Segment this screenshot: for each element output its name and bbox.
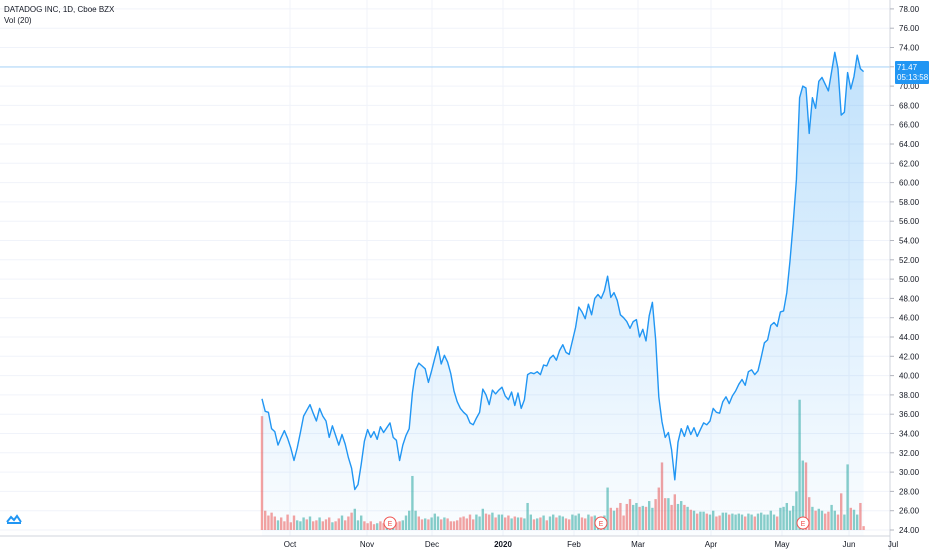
chart-legend: DATADOG INC, 1D, Cboe BZX Vol (20) [4, 4, 114, 26]
earnings-marker-icon[interactable] [796, 516, 810, 530]
y-tick-label: 62.00 [899, 159, 920, 168]
earnings-marker-icon[interactable] [594, 516, 608, 530]
symbol-title[interactable]: DATADOG INC, 1D, Cboe BZX [4, 5, 115, 14]
y-tick-label: 54.00 [899, 237, 920, 246]
earnings-marker-icon[interactable] [383, 516, 397, 530]
y-tick-label: 28.00 [899, 487, 920, 496]
y-tick-label: 32.00 [899, 449, 920, 458]
y-tick-label: 70.00 [899, 82, 920, 91]
volume-legend[interactable]: Vol (20) [4, 16, 32, 25]
y-tick-label: 26.00 [899, 507, 920, 516]
y-tick-label: 42.00 [899, 352, 920, 361]
y-tick-label: 46.00 [899, 314, 920, 323]
x-tick-label: Jun [843, 540, 856, 549]
price-area-fill [262, 52, 864, 537]
x-tick-label: Mar [631, 540, 645, 549]
y-tick-label: 56.00 [899, 217, 920, 226]
price-axis[interactable]: 24.00 26.00 28.00 30.00 32.00 34.00 36.00 38.00… [890, 5, 920, 535]
earnings-marker-label: E [599, 521, 604, 528]
time-axis[interactable]: Oct Nov Dec 2020 Feb Mar Apr May Jun Jul [284, 540, 899, 549]
y-tick-label: 48.00 [899, 294, 920, 303]
y-tick-label: 44.00 [899, 333, 920, 342]
x-tick-label: Dec [425, 540, 439, 549]
tradingview-logo-icon[interactable] [6, 513, 22, 525]
y-tick-label: 52.00 [899, 256, 920, 265]
earnings-marker-label: E [801, 521, 806, 528]
y-tick-label: 60.00 [899, 179, 920, 188]
y-tick-label: 74.00 [899, 44, 920, 53]
last-price-label: 71.47 [897, 63, 918, 72]
x-tick-label: Jul [888, 540, 898, 549]
countdown-label: 05:13:58 [897, 73, 929, 82]
price-line [261, 51, 865, 491]
y-tick-label: 50.00 [899, 275, 920, 284]
y-tick-label: 24.00 [899, 526, 920, 535]
earnings-marker-label: E [388, 521, 393, 528]
price-area [261, 51, 865, 537]
y-tick-label: 68.00 [899, 101, 920, 110]
x-tick-label: 2020 [494, 540, 512, 549]
y-tick-label: 34.00 [899, 430, 920, 439]
x-tick-label: Nov [360, 540, 374, 549]
y-tick-label: 30.00 [899, 468, 920, 477]
x-tick-label: Feb [567, 540, 581, 549]
x-tick-label: Oct [284, 540, 297, 549]
y-tick-label: 36.00 [899, 410, 920, 419]
y-tick-label: 58.00 [899, 198, 920, 207]
y-tick-label: 66.00 [899, 121, 920, 130]
x-tick-label: Apr [705, 540, 718, 549]
y-tick-label: 64.00 [899, 140, 920, 149]
volume-bar [862, 526, 865, 530]
y-tick-label: 76.00 [899, 24, 920, 33]
y-tick-label: 78.00 [899, 5, 920, 14]
y-tick-label: 40.00 [899, 372, 920, 381]
x-tick-label: May [774, 540, 789, 549]
price-tag: 71.47 05:13:58 [895, 61, 929, 84]
y-tick-label: 38.00 [899, 391, 920, 400]
